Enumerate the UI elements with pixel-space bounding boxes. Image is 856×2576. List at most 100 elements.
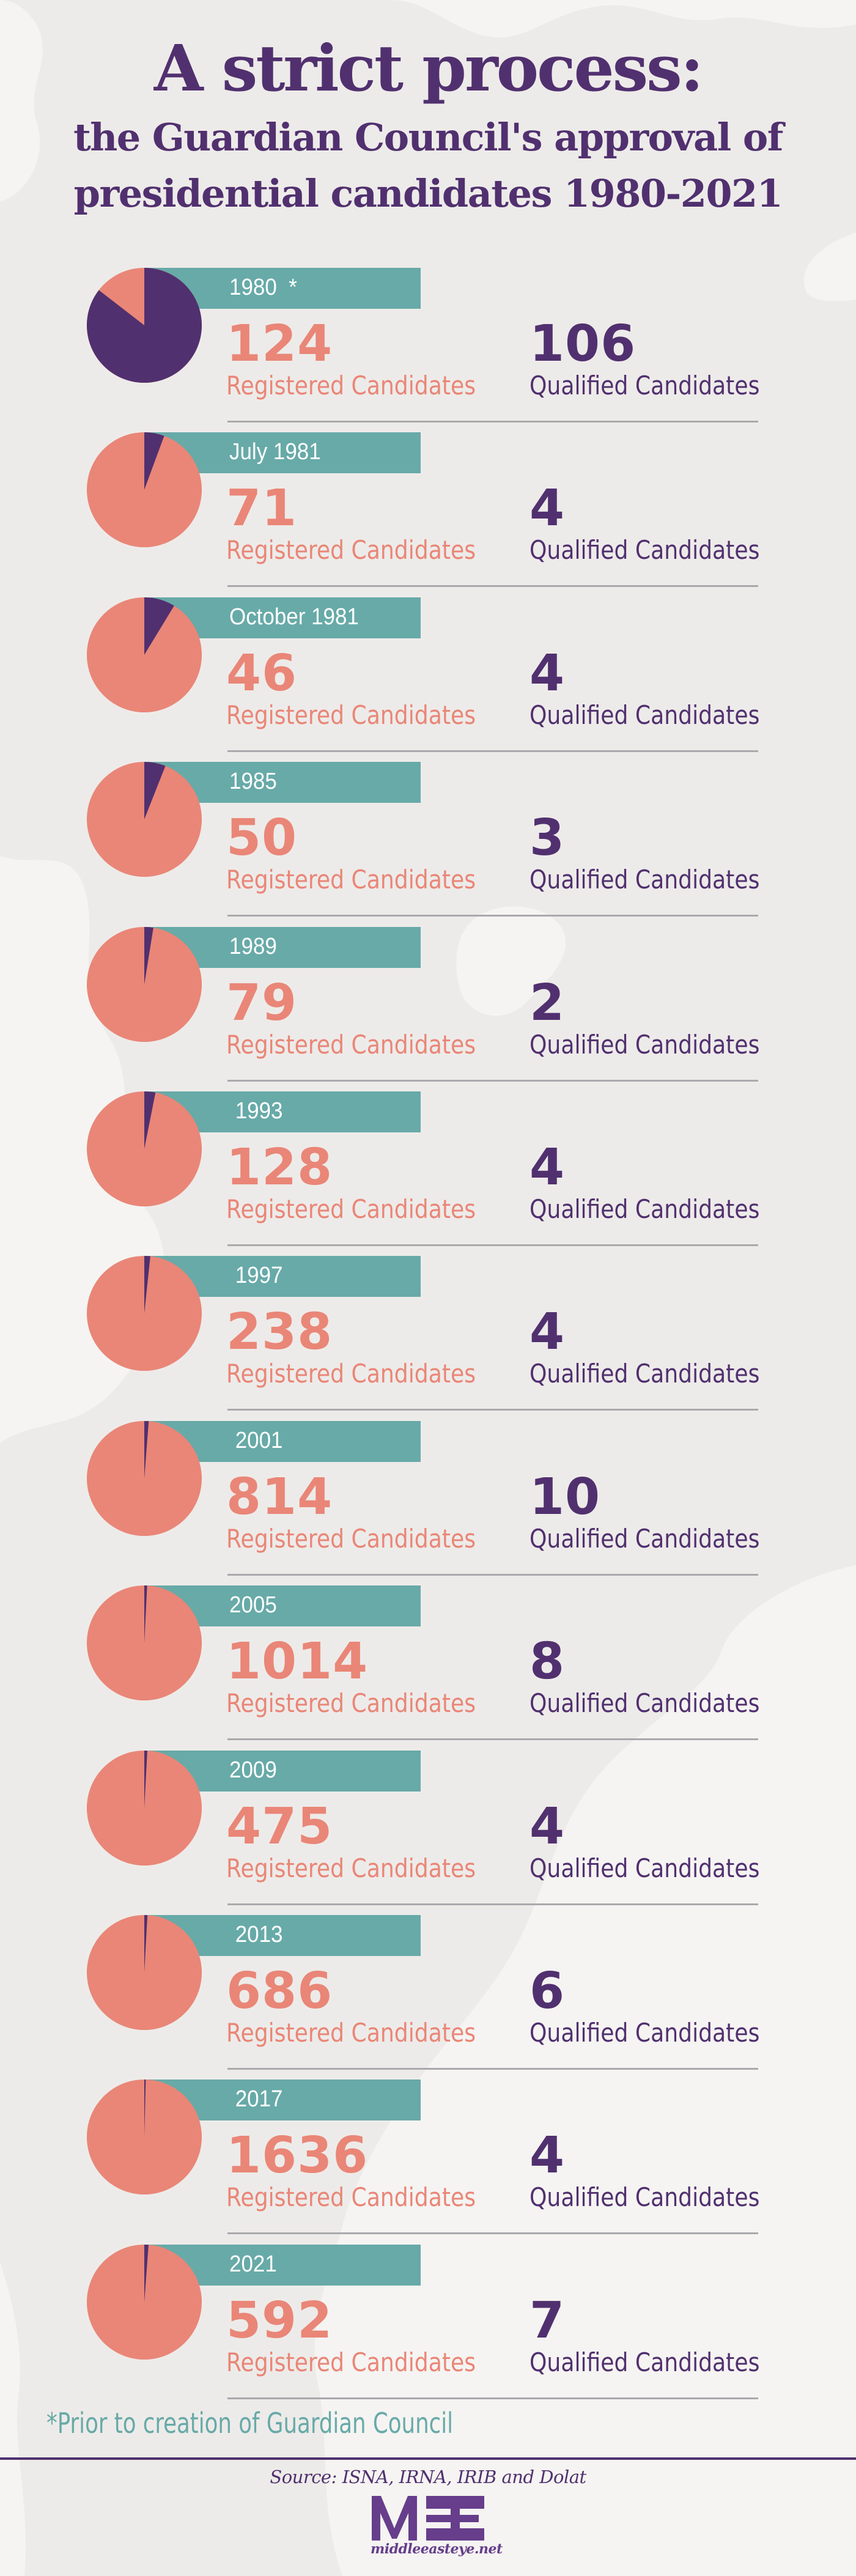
registered-stat: 128 Registered Candidates [226,1142,516,1225]
pie-qualified-slice [144,762,166,820]
registered-label: Registered Candidates [226,1523,476,1554]
registered-stat: 124 Registered Candidates [226,318,516,401]
registered-label: Registered Candidates [226,1029,476,1060]
year-label: 2009 [229,1757,277,1783]
footnote: *Prior to creation of Guardian Council [46,2407,454,2440]
pie-chart-icon [87,597,202,712]
registered-count: 71 [226,479,298,538]
pie-qualified-slice [144,2244,149,2302]
pie-qualified-slice [144,1750,147,1808]
year-label: 2017 [229,2086,283,2113]
page-title: A strict process: [153,31,704,106]
qualified-stat: 4 Qualified Candidates [529,1306,797,1389]
registered-count: 46 [226,644,298,703]
qualified-label: Qualified Candidates [529,2018,760,2048]
pie-chart-icon [87,762,202,877]
year-bar: 2021 [144,2244,421,2286]
row-divider [227,1409,758,1411]
qualified-stat: 3 Qualified Candidates [529,812,797,895]
qualified-stat: 6 Qualified Candidates [529,1965,797,2048]
year-bar: October 1981 [144,597,421,638]
qualified-count: 4 [529,1139,566,1197]
registered-stat: 46 Registered Candidates [226,644,516,731]
qualified-label: Qualified Candidates [529,371,760,400]
year-label: July 1981 [229,439,321,465]
registered-label: Registered Candidates [226,2182,476,2213]
qualified-count: 4 [529,644,566,703]
qualified-label: Qualified Candidates [529,1194,760,1224]
pie-chart-icon [87,1915,202,2030]
row-divider [227,2232,758,2235]
qualified-count: 4 [529,1303,566,1362]
qualified-label: Qualified Candidates [529,1523,760,1554]
registered-count: 592 [226,2291,333,2350]
year-label: 2021 [229,2251,277,2277]
registered-stat: 1014 Registered Candidates [226,1636,516,1719]
registered-label: Registered Candidates [226,535,476,566]
qualified-stat: 4 Qualified Candidates [529,1142,797,1225]
page-subtitle-line1: the Guardian Council's approval of [73,115,783,160]
registered-label: Registered Candidates [226,1359,476,1389]
year-label: 1997 [229,1263,283,1289]
pie-qualified-slice [144,1256,150,1314]
qualified-count: 3 [529,809,566,868]
registered-stat: 79 Registered Candidates [226,976,516,1060]
pie-chart-icon [87,1585,202,1701]
registered-stat: 686 Registered Candidates [226,1965,516,2048]
election-row: 1997 238 Registered Candidates 4 Qualifi… [0,1256,856,1421]
qualified-stat: 4 Qualified Candidates [529,644,797,731]
election-row: October 1981 46 Registered Candidates 4 … [0,597,856,762]
row-divider [227,1244,758,1246]
election-row: 1993 128 Registered Candidates 4 Qualifi… [0,1091,856,1257]
registered-label: Registered Candidates [226,865,476,895]
pie-qualified-slice [144,597,174,655]
row-divider [227,1738,758,1741]
qualified-count: 6 [529,1962,566,2020]
year-bar: 2001 [144,1420,421,1462]
pie-chart-icon [87,926,202,1042]
row-divider [227,1079,758,1082]
pie-qualified-slice [144,1585,147,1644]
registered-label: Registered Candidates [226,699,476,730]
registered-label: Registered Candidates [226,1688,476,1719]
election-row: 2009 475 Registered Candidates 4 Qualifi… [0,1750,856,1916]
row-divider [227,1903,758,1905]
registered-count: 128 [226,1139,333,1197]
election-row: July 1981 71 Registered Candidates 4 Qua… [0,432,856,597]
registered-count: 1014 [226,1633,369,1691]
qualified-count: 10 [529,1467,601,1526]
source-credit: Source: ISNA, IRNA, IRIB and Dolat [270,2467,586,2487]
year-label: 1980 * [229,275,297,300]
pie-qualified-slice [144,1420,149,1478]
qualified-stat: 2 Qualified Candidates [529,973,797,1060]
qualified-count: 2 [529,973,566,1032]
qualified-stat: 8 Qualified Candidates [529,1636,797,1719]
registered-stat: 814 Registered Candidates [226,1471,516,1554]
logo-url: middleeasteye.net [371,2541,503,2557]
qualified-stat: 7 Qualified Candidates [529,2291,797,2378]
pie-chart-icon [87,1420,202,1536]
row-divider [227,1573,758,1576]
election-row: 1985 50 Registered Candidates 3 Qualifie… [0,762,856,927]
registered-count: 475 [226,1797,333,1856]
qualified-count: 7 [529,2291,566,2350]
qualified-stat: 4 Qualified Candidates [529,2130,797,2213]
row-divider [227,421,758,423]
election-row: 1989 79 Registered Candidates 2 Qualifie… [0,926,856,1092]
mee-logo: middleeasteye.net [371,2495,503,2562]
qualified-label: Qualified Candidates [529,2182,760,2213]
pie-qualified-slice [144,2080,146,2138]
registered-label: Registered Candidates [226,371,476,400]
year-label: 2005 [229,1592,277,1618]
registered-count: 50 [226,809,298,868]
year-label: 1993 [229,1098,283,1124]
registered-count: 238 [226,1303,333,1362]
row-divider [227,2397,758,2399]
row-divider [227,585,758,588]
year-label: 1985 [229,769,277,795]
year-bar: 1980 * [144,268,421,309]
registered-stat: 71 Registered Candidates [226,482,516,566]
mee-logo-icon [372,2496,484,2541]
qualified-count: 8 [529,1633,566,1691]
qualified-label: Qualified Candidates [529,1853,760,1883]
